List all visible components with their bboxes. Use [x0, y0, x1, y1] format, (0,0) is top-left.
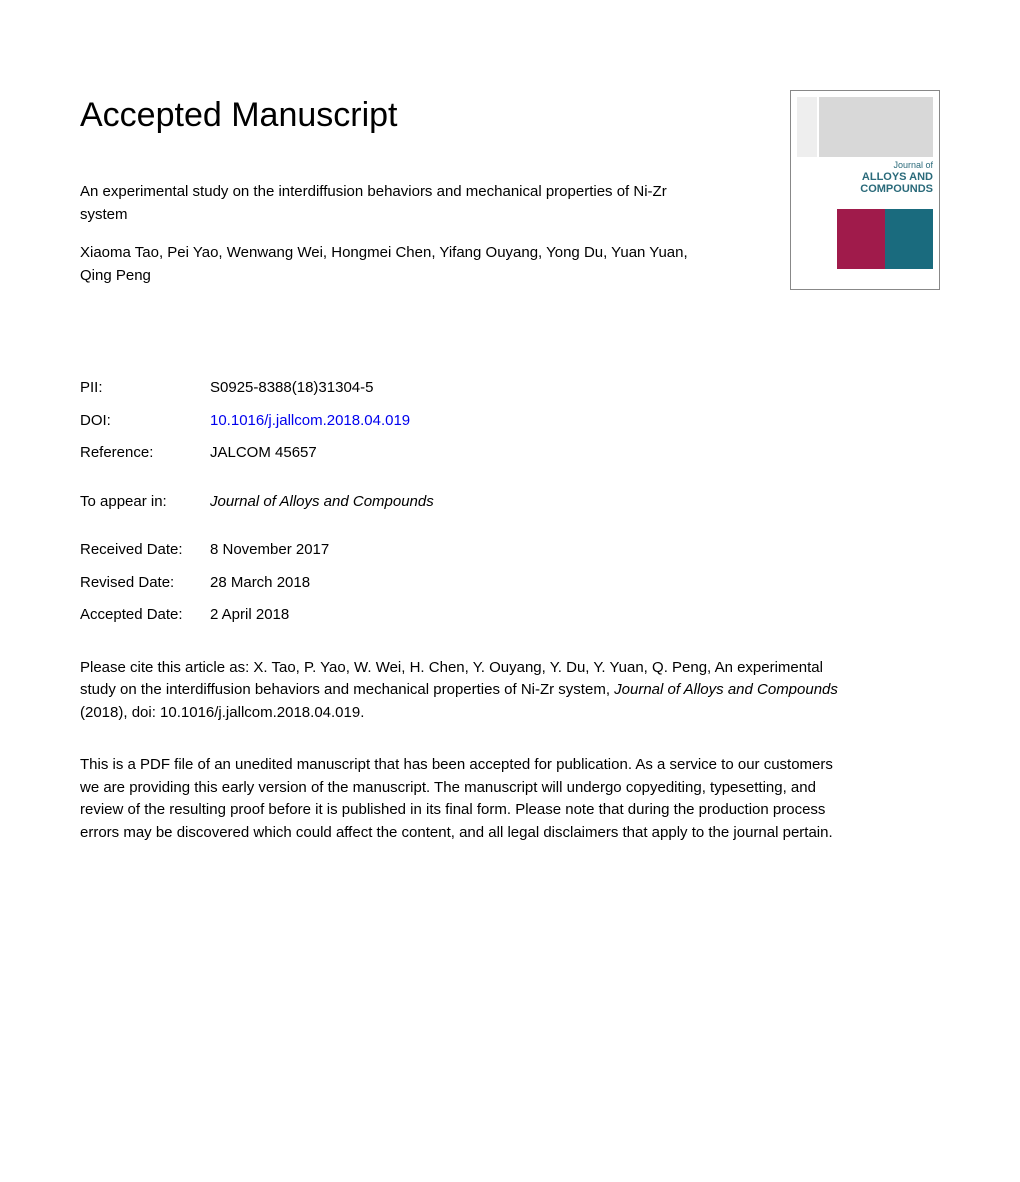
meta-row-revised: Revised Date: 28 March 2018 — [80, 572, 940, 595]
meta-value: 8 November 2017 — [210, 539, 940, 562]
header-row: Accepted Manuscript An experimental stud… — [80, 90, 940, 327]
citation-suffix: (2018), doi: 10.1016/j.jallcom.2018.04.0… — [80, 704, 364, 721]
meta-row-received: Received Date: 8 November 2017 — [80, 539, 940, 562]
meta-label: Accepted Date: — [80, 604, 210, 627]
citation-text: Please cite this article as: X. Tao, P. … — [80, 657, 840, 725]
meta-row-accepted: Accepted Date: 2 April 2018 — [80, 604, 940, 627]
page-title: Accepted Manuscript — [80, 90, 770, 141]
journal-cover-thumbnail: Journal of ALLOYS AND COMPOUNDS — [790, 90, 940, 290]
meta-row-doi: DOI: 10.1016/j.jallcom.2018.04.019 — [80, 410, 940, 433]
meta-value: 2 April 2018 — [210, 604, 940, 627]
meta-row-pii: PII: S0925-8388(18)31304-5 — [80, 377, 940, 400]
author-list: Xiaoma Tao, Pei Yao, Wenwang Wei, Hongme… — [80, 242, 700, 287]
header-left: Accepted Manuscript An experimental stud… — [80, 90, 770, 327]
meta-value: S0925-8388(18)31304-5 — [210, 377, 940, 400]
meta-label: To appear in: — [80, 491, 210, 514]
article-title: An experimental study on the interdiffus… — [80, 181, 680, 226]
meta-label: Reference: — [80, 442, 210, 465]
cover-color-blocks — [797, 209, 933, 269]
meta-value: JALCOM 45657 — [210, 442, 940, 465]
meta-label: Revised Date: — [80, 572, 210, 595]
cover-top-graphic — [797, 97, 933, 157]
meta-value: 28 March 2018 — [210, 572, 940, 595]
doi-link[interactable]: 10.1016/j.jallcom.2018.04.019 — [210, 410, 940, 433]
meta-label: PII: — [80, 377, 210, 400]
meta-label: DOI: — [80, 410, 210, 433]
cover-subtitle — [797, 197, 933, 205]
meta-row-appear: To appear in: Journal of Alloys and Comp… — [80, 491, 940, 514]
meta-value: Journal of Alloys and Compounds — [210, 491, 940, 514]
meta-label: Received Date: — [80, 539, 210, 562]
citation-journal: Journal of Alloys and Compounds — [614, 681, 838, 698]
meta-row-reference: Reference: JALCOM 45657 — [80, 442, 940, 465]
cover-journal-title: Journal of ALLOYS AND COMPOUNDS — [797, 161, 933, 195]
metadata-table: PII: S0925-8388(18)31304-5 DOI: 10.1016/… — [80, 377, 940, 627]
disclaimer-text: This is a PDF file of an unedited manusc… — [80, 754, 840, 844]
